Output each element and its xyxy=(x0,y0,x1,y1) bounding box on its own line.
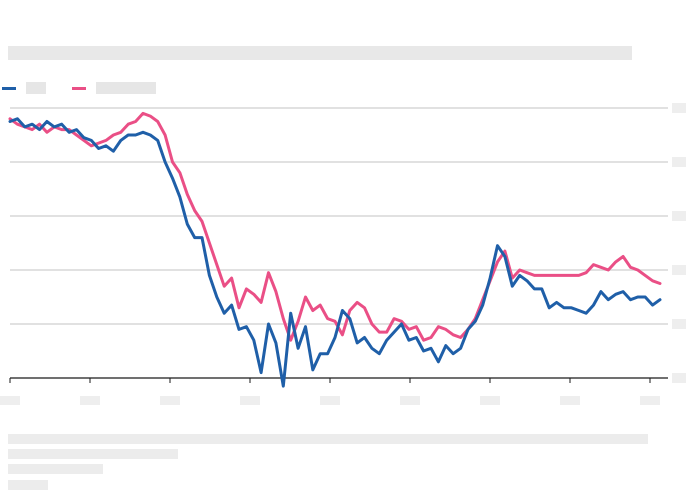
series-lines xyxy=(8,111,662,388)
legend-swatch-blue xyxy=(2,87,16,90)
x-tick-label xyxy=(560,396,580,405)
y-tick-label xyxy=(672,211,686,221)
x-tick-labels xyxy=(0,378,660,405)
y-tick-label xyxy=(672,265,686,275)
x-tick-label xyxy=(80,396,100,405)
grid-lines xyxy=(10,107,668,379)
x-tick-label xyxy=(0,396,20,405)
series-line-pink xyxy=(8,111,662,342)
y-tick-labels xyxy=(672,103,686,383)
x-tick-label xyxy=(320,396,340,405)
y-tick-label xyxy=(672,157,686,167)
x-tick-label xyxy=(480,396,500,405)
x-tick-label xyxy=(640,396,660,405)
x-tick-label xyxy=(240,396,260,405)
y-tick-label xyxy=(672,373,686,383)
legend-label-blue xyxy=(26,82,46,94)
source-note-line-3 xyxy=(8,464,103,474)
source-note-line-4 xyxy=(8,480,48,490)
legend-swatch-pink xyxy=(72,87,86,90)
source-note-line-1 xyxy=(8,434,648,444)
source-note-line-2 xyxy=(8,449,178,459)
legend-label-pink xyxy=(96,82,156,94)
y-tick-label xyxy=(672,319,686,329)
y-tick-label xyxy=(672,103,686,113)
x-tick-label xyxy=(160,396,180,405)
series-line-blue xyxy=(8,117,662,388)
x-tick-label xyxy=(400,396,420,405)
chart-title-placeholder xyxy=(8,46,632,60)
